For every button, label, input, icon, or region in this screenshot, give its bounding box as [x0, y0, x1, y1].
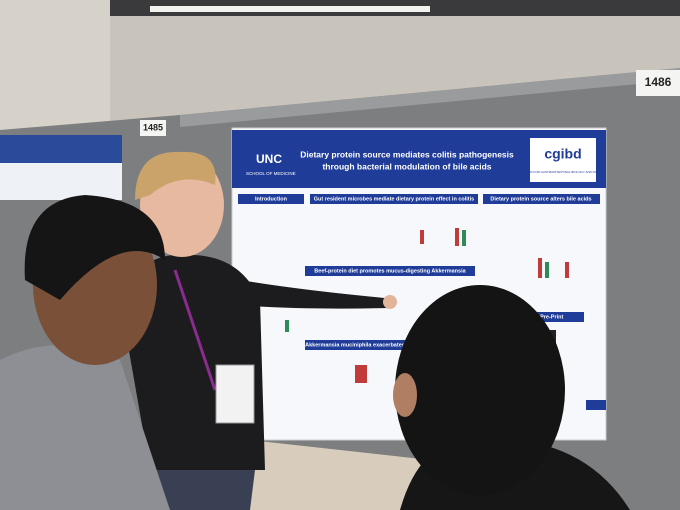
- figure-bar: [545, 262, 549, 278]
- figure-bar: [420, 230, 424, 244]
- section-bar: [310, 194, 478, 204]
- booth-number: 1485: [143, 122, 163, 132]
- poster-title: through bacterial modulation of bile aci…: [322, 161, 491, 171]
- person-hand: [383, 295, 397, 309]
- section-bar: [483, 194, 600, 204]
- name-badge: [215, 364, 255, 424]
- figure-bar: [455, 228, 459, 246]
- person-arm: [235, 280, 388, 309]
- neighbour-poster-header: [0, 135, 122, 163]
- figure-bar: [565, 262, 569, 278]
- section-bar: [305, 340, 405, 350]
- figure-bar: [285, 320, 289, 332]
- section-bar: [305, 266, 475, 276]
- school-name: SCHOOL OF MEDICINE: [246, 171, 296, 176]
- poster-title: Dietary protein source mediates colitis …: [300, 149, 514, 159]
- floor: [250, 440, 430, 510]
- ceiling-light: [150, 6, 430, 12]
- section-title: Introduction: [255, 196, 288, 202]
- booth-number: 1486: [645, 75, 672, 89]
- figure-bars: [355, 228, 569, 383]
- booth-sign: [636, 70, 680, 96]
- figure-bars: [285, 230, 549, 332]
- lanyard: [173, 269, 217, 391]
- figure-bar: [538, 258, 542, 278]
- booth-sign: [140, 120, 166, 136]
- section-title: Akkermansia muciniphila exacerbates: [305, 342, 405, 348]
- person-suit: [0, 345, 170, 510]
- center-name: CENTER FOR GASTROINTESTINAL BIOLOGY AND …: [520, 170, 605, 174]
- section-bar: [238, 194, 304, 204]
- poster-footer-bar: [586, 400, 606, 410]
- center-logo-box: [530, 138, 596, 182]
- institution-logo: UNC: [256, 152, 282, 166]
- center-logo: cgibd: [544, 146, 581, 162]
- board-frame: [180, 68, 680, 127]
- person-trousers: [150, 470, 255, 510]
- figure-bar: [355, 365, 367, 383]
- person-hair: [395, 285, 565, 495]
- section-title: Gut resident microbes mediate dietary pr…: [314, 196, 474, 202]
- person-hair: [24, 195, 166, 300]
- figure-bar: [462, 230, 466, 246]
- side-wall: [0, 0, 110, 130]
- section-title: Beef-protein diet promotes mucus-digesti…: [314, 268, 466, 274]
- person-ear: [393, 373, 417, 417]
- person-hair: [135, 151, 216, 200]
- section-title: Dietary protein source alters bile acids: [490, 196, 591, 202]
